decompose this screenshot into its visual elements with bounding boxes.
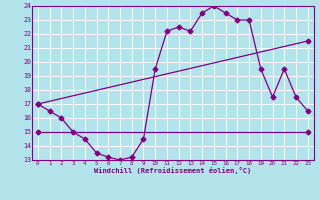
X-axis label: Windchill (Refroidissement éolien,°C): Windchill (Refroidissement éolien,°C) xyxy=(94,167,252,174)
